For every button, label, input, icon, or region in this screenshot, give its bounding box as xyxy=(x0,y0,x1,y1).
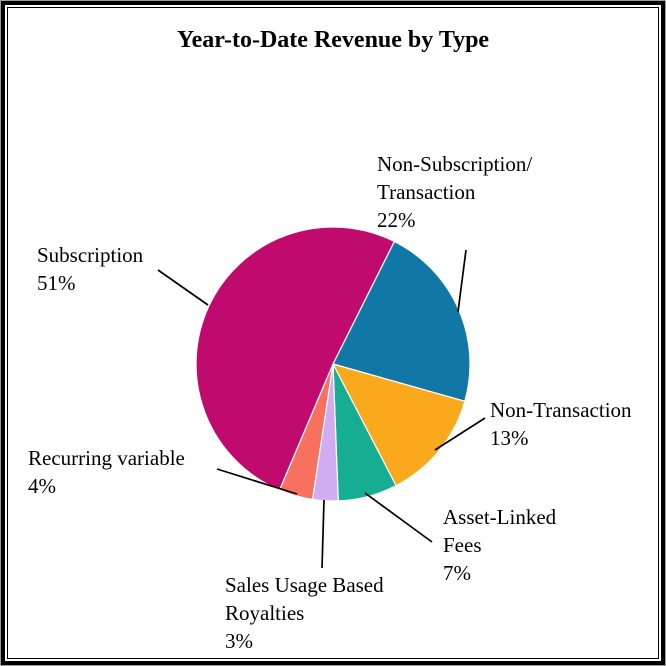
leader-line-1 xyxy=(434,417,486,451)
leader-line-5 xyxy=(157,269,209,306)
leader-line-3 xyxy=(321,499,325,569)
leader-line-2 xyxy=(364,492,433,543)
slice-label-non-subscription-transaction: Non-Subscription/ Transaction 22% xyxy=(377,152,533,232)
slice-label-subscription: Subscription 51% xyxy=(37,243,144,295)
slice-label-recurring-variable: Recurring variable 4% xyxy=(28,446,185,498)
chart-title: Year-to-Date Revenue by Type xyxy=(176,27,490,53)
pie-slice-subscription xyxy=(195,226,395,491)
slice-label-non-transaction: Non-Transaction 13% xyxy=(490,398,632,450)
leader-line-0 xyxy=(457,249,467,313)
slice-label-asset-linked-fees: Asset-Linked Fees 7% xyxy=(443,505,557,585)
window-border-inner xyxy=(7,7,659,659)
leader-line-4 xyxy=(216,468,298,495)
slice-label-sales-usage-based-royalties: Sales Usage Based Royalties 3% xyxy=(225,573,384,653)
pie-slice-non-transaction xyxy=(332,363,466,487)
